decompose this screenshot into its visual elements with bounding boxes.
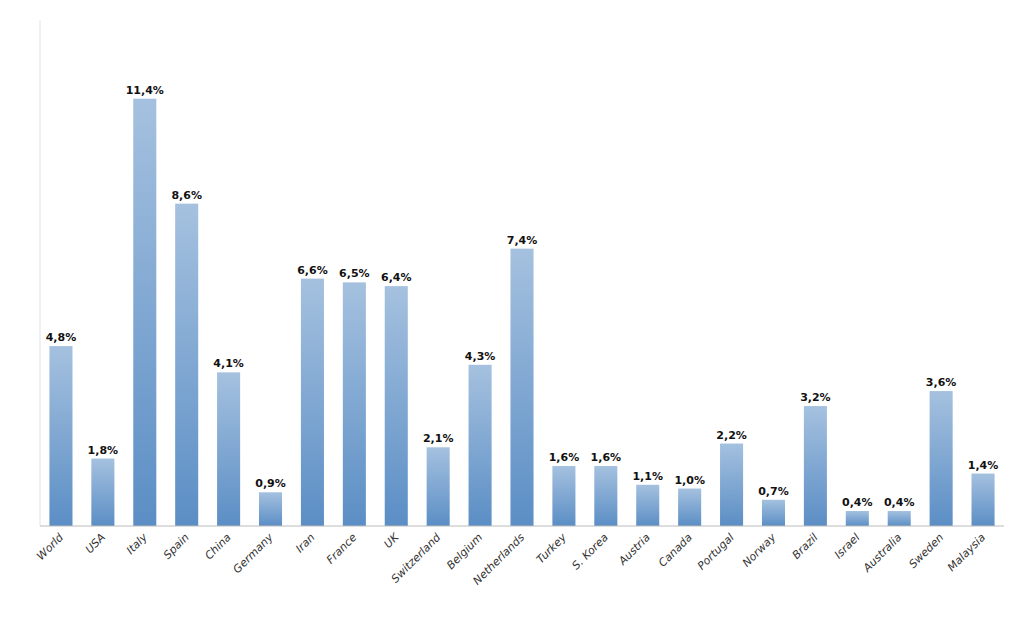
x-tick-label: Israel bbox=[832, 531, 862, 561]
x-tick-label: Norway bbox=[740, 531, 779, 570]
x-tick-label: UK bbox=[381, 530, 402, 551]
bar bbox=[972, 474, 995, 526]
bar bbox=[217, 372, 240, 526]
data-label: 6,6% bbox=[297, 264, 328, 277]
x-tick-label: Belgium bbox=[444, 531, 485, 572]
bar bbox=[385, 286, 408, 526]
bar bbox=[762, 500, 785, 526]
data-label: 11,4% bbox=[126, 84, 164, 97]
x-tick-label: Sweden bbox=[906, 531, 946, 571]
bar bbox=[49, 346, 72, 526]
bar bbox=[594, 466, 617, 526]
data-label: 4,3% bbox=[465, 350, 496, 363]
data-label: 0,7% bbox=[758, 485, 789, 498]
bar bbox=[930, 391, 953, 526]
x-tick-label: Australia bbox=[860, 531, 904, 575]
y-axis-line bbox=[40, 20, 41, 526]
bar bbox=[301, 279, 324, 526]
x-tick-label: Switzerland bbox=[389, 530, 444, 585]
data-label: 1,8% bbox=[88, 444, 119, 457]
data-label: 1,4% bbox=[968, 459, 999, 472]
bar bbox=[427, 447, 450, 526]
x-axis-line bbox=[40, 526, 1004, 527]
data-label: 6,5% bbox=[339, 267, 370, 280]
x-tick-label: China bbox=[202, 531, 234, 563]
bar bbox=[259, 492, 282, 526]
x-tick-label: Malaysia bbox=[945, 531, 988, 574]
x-tick-label: Turkey bbox=[534, 531, 570, 567]
data-label: 6,4% bbox=[381, 271, 412, 284]
x-tick-label: World bbox=[34, 530, 67, 563]
x-tick-label: Italy bbox=[124, 531, 150, 557]
data-label: 3,6% bbox=[926, 376, 957, 389]
data-label: 2,1% bbox=[423, 432, 454, 445]
x-tick-label: Spain bbox=[161, 531, 192, 562]
x-tick-label: Portugal bbox=[695, 531, 737, 573]
x-tick-label: Netherlands bbox=[471, 531, 528, 588]
data-label: 0,4% bbox=[884, 496, 915, 509]
data-label: 1,6% bbox=[591, 451, 622, 464]
x-tick-label: USA bbox=[83, 531, 108, 556]
bar bbox=[175, 204, 198, 526]
x-tick-label: Iran bbox=[293, 531, 317, 555]
bar bbox=[636, 485, 659, 526]
bar bbox=[888, 511, 911, 526]
data-label: 1,1% bbox=[632, 470, 663, 483]
bar bbox=[133, 99, 156, 526]
x-tick-label: Germany bbox=[231, 531, 276, 576]
bar bbox=[343, 282, 366, 526]
data-label: 4,8% bbox=[46, 331, 77, 344]
bar bbox=[469, 365, 492, 526]
bars bbox=[49, 99, 994, 526]
data-label: 1,6% bbox=[549, 451, 580, 464]
data-label: 8,6% bbox=[171, 189, 202, 202]
bar bbox=[846, 511, 869, 526]
bar bbox=[804, 406, 827, 526]
x-tick-label: Brazil bbox=[790, 531, 821, 562]
bar bbox=[678, 489, 701, 526]
bar bbox=[720, 444, 743, 526]
data-label: 0,9% bbox=[255, 477, 286, 490]
chart: 4,8% 1,8% 11,4% 8,6% 4,1% 0,9% 6,6% 6,5% 6,4% 2,1… bbox=[0, 0, 1024, 626]
x-tick-label: Austria bbox=[615, 531, 653, 569]
data-label: 4,1% bbox=[213, 357, 244, 370]
x-tick-label: Canada bbox=[656, 531, 695, 570]
bar bbox=[552, 466, 575, 526]
bar bbox=[91, 459, 114, 526]
data-label: 1,0% bbox=[674, 474, 705, 487]
data-label: 0,4% bbox=[842, 496, 873, 509]
x-tick-label: France bbox=[324, 531, 360, 567]
bar bbox=[510, 249, 533, 526]
data-label: 3,2% bbox=[800, 391, 831, 404]
data-label: 2,2% bbox=[716, 429, 747, 442]
x-tick-label: S. Korea bbox=[570, 531, 612, 573]
data-label: 7,4% bbox=[507, 234, 538, 247]
